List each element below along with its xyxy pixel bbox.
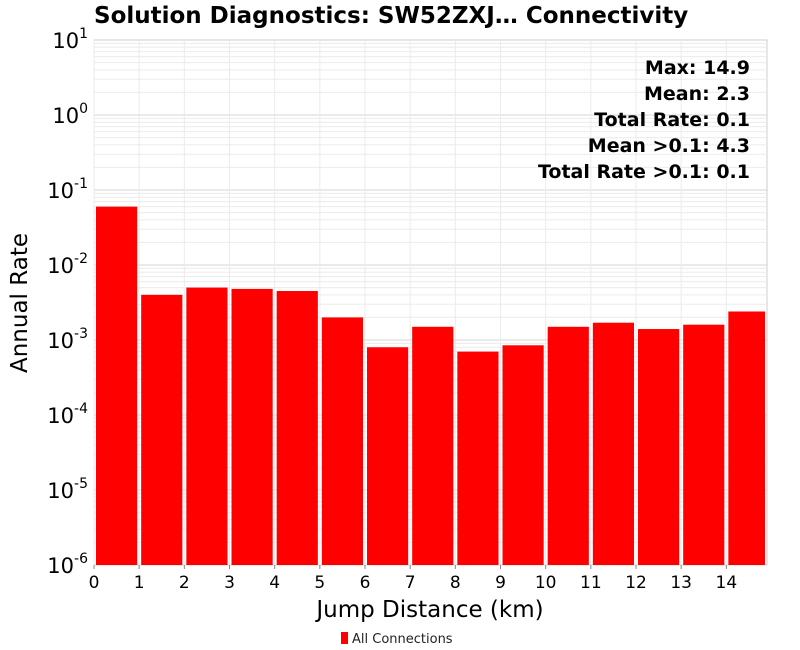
x-tick-label-0: 0 (89, 573, 100, 593)
bars (96, 206, 765, 565)
y-tick-label-4: 10-3 (47, 326, 88, 353)
x-tick-label-7: 7 (405, 573, 416, 593)
bar-1 (141, 294, 183, 565)
y-tick-label-5: 10-4 (47, 401, 88, 428)
bar-5 (321, 317, 364, 565)
stats-annotation: Max: 14.9 Mean: 2.3 Total Rate: 0.1 Mean >0… (538, 57, 750, 183)
bar-10 (547, 326, 589, 565)
y-axis-ticks: 101 100 10-1 10-2 10-3 10-4 10-5 10-6 (47, 26, 88, 578)
chart-title: Solution Diagnostics: SW52ZXJ… Connectiv… (94, 3, 688, 29)
x-tick-label-13: 13 (670, 573, 692, 593)
y-tick-label-0: 101 (52, 26, 88, 53)
x-tick-label-2: 2 (179, 573, 190, 593)
bar-3 (231, 288, 273, 565)
y-tick-label-7: 10-6 (47, 551, 88, 578)
bar-7 (412, 326, 454, 565)
bar-13 (683, 324, 725, 565)
y-tick-label-2: 10-1 (47, 176, 88, 203)
x-axis-label: Jump Distance (km) (314, 597, 543, 623)
y-axis-label: Annual Rate (7, 233, 33, 373)
x-tick-label-9: 9 (495, 573, 506, 593)
x-tick-label-5: 5 (314, 573, 325, 593)
bar-9 (502, 345, 544, 565)
x-tick-label-8: 8 (450, 573, 461, 593)
bar-0 (96, 206, 138, 565)
x-tick-label-14: 14 (716, 573, 738, 593)
legend-swatch (341, 632, 348, 644)
x-tick-label-3: 3 (224, 573, 235, 593)
x-axis-ticks: 0 1 2 3 4 5 6 7 8 9 10 11 12 13 14 (89, 565, 738, 593)
stat-line-4: Total Rate >0.1: 0.1 (538, 161, 750, 183)
stat-line-2: Total Rate: 0.1 (594, 109, 750, 131)
y-tick-label-1: 100 (52, 101, 88, 128)
bar-4 (276, 291, 318, 565)
y-tick-label-3: 10-2 (47, 251, 88, 278)
legend-label: All Connections (352, 632, 453, 647)
x-tick-label-4: 4 (269, 573, 280, 593)
bar-6 (367, 347, 409, 565)
x-tick-label-11: 11 (580, 573, 602, 593)
stat-line-3: Mean >0.1: 4.3 (588, 135, 750, 157)
x-tick-label-10: 10 (535, 573, 557, 593)
bar-14 (728, 311, 765, 565)
x-tick-label-6: 6 (360, 573, 371, 593)
bar-11 (592, 322, 635, 565)
stat-line-0: Max: 14.9 (645, 57, 750, 79)
legend: All Connections (341, 632, 453, 647)
bar-12 (638, 329, 680, 565)
bar-8 (457, 351, 499, 565)
stat-line-1: Mean: 2.3 (644, 83, 750, 105)
bar-2 (186, 287, 228, 565)
x-tick-label-12: 12 (625, 573, 647, 593)
x-tick-label-1: 1 (134, 573, 145, 593)
y-tick-label-6: 10-5 (47, 476, 88, 503)
